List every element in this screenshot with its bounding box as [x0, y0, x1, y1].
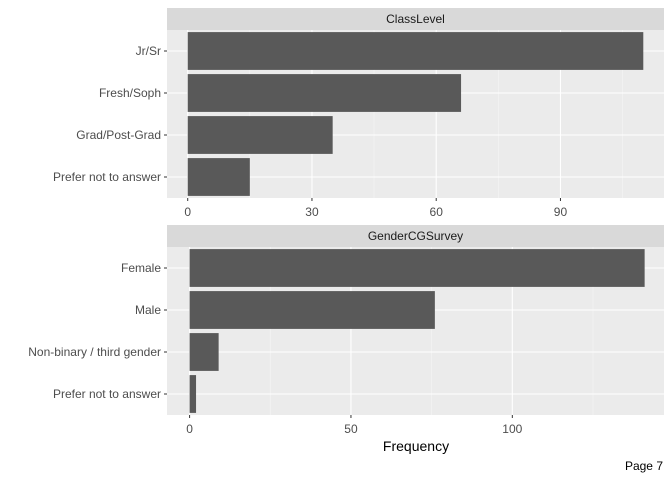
x-axis-title: Frequency — [383, 438, 449, 454]
x-tick-label: 60 — [430, 205, 444, 219]
facet-strip-label: GenderCGSurvey — [368, 229, 463, 243]
y-tick-label: Prefer not to answer — [53, 170, 161, 184]
y-tick-label: Jr/Sr — [136, 44, 161, 58]
x-tick-label: 90 — [554, 205, 568, 219]
facet-panel-1: ClassLevel Jr/Sr Fresh/Soph Grad/Post-Grad P… — [53, 8, 664, 219]
y-tick-label: Non-binary / third gender — [28, 345, 161, 359]
facet-strip — [167, 8, 664, 30]
y-tick-label: Grad/Post-Grad — [76, 128, 161, 142]
bar — [187, 74, 462, 112]
bar — [187, 32, 644, 70]
facet-strip — [167, 225, 664, 247]
x-tick-label: 100 — [502, 422, 522, 436]
bar — [189, 249, 645, 287]
bar — [189, 291, 435, 329]
bar — [187, 116, 333, 154]
y-tick-label: Fresh/Soph — [99, 86, 161, 100]
bar — [189, 333, 219, 371]
facet-strip-label: ClassLevel — [386, 12, 445, 26]
x-tick-label: 50 — [344, 422, 358, 436]
page-number: Page 7 — [624, 459, 663, 473]
x-tick-label: 0 — [184, 205, 191, 219]
x-tick-label: 0 — [186, 422, 193, 436]
x-tick-label: 30 — [305, 205, 319, 219]
facet-panel-2: GenderCGSurvey Female Male Non-binary / thi… — [28, 225, 664, 436]
y-tick-label: Prefer not to answer — [53, 387, 161, 401]
y-tick-label: Male — [135, 303, 161, 317]
bar — [189, 375, 197, 413]
y-tick-label: Female — [121, 261, 161, 275]
bar — [187, 158, 250, 196]
